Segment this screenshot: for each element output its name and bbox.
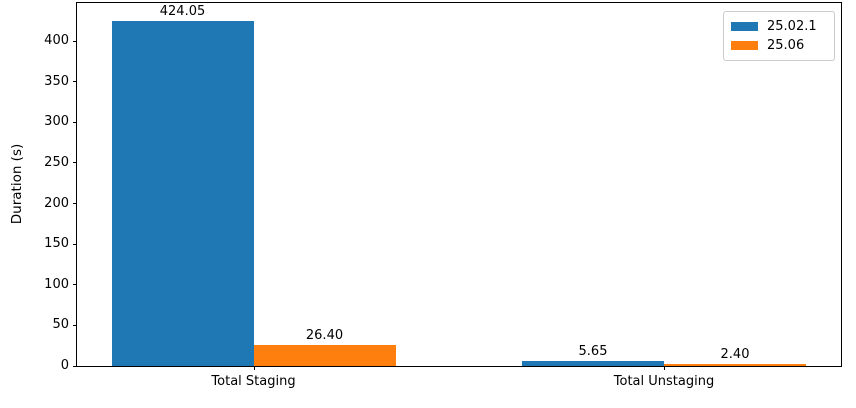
- y-tick-label: 100: [44, 276, 69, 292]
- legend-label: 25.06: [767, 37, 805, 53]
- bar-25.06-total-unstaging: [664, 364, 806, 366]
- bar-25.02.1-total-unstaging: [522, 361, 664, 366]
- y-tick-label: 400: [44, 33, 69, 49]
- y-tick-mark: [73, 121, 77, 123]
- plot-area: 424.05 5.65 26.40 2.40 0 50 100 150 200 250 300 350…: [44, 2, 842, 389]
- bar-value-label: 2.40: [720, 347, 750, 363]
- y-tick-mark: [73, 203, 77, 204]
- y-tick-mark: [73, 40, 77, 42]
- legend-swatch: [731, 22, 758, 31]
- legend-swatch: [731, 41, 758, 50]
- x-tick-mark: [664, 366, 665, 370]
- y-tick-mark: [73, 162, 77, 164]
- x-tick-label: Total Staging: [211, 374, 296, 389]
- legend: 25.02.1 25.06: [723, 11, 835, 61]
- y-tick-mark: [73, 243, 77, 245]
- x-tick-mark: [253, 366, 255, 370]
- y-axis-label: Duration (s): [9, 143, 25, 225]
- legend-item: 25.02.1: [731, 17, 826, 36]
- y-tick-mark: [73, 81, 77, 83]
- legend-item: 25.06: [731, 36, 826, 55]
- y-tick-mark: [73, 284, 77, 286]
- bar-value-label: 5.65: [578, 344, 608, 360]
- y-tick-mark: [73, 324, 77, 326]
- y-tick-label: 300: [44, 114, 69, 130]
- bar-25.02.1-total-staging: [111, 21, 254, 366]
- y-tick-label: 50: [52, 317, 69, 333]
- y-tick-label: 150: [44, 236, 69, 252]
- y-tick-label: 200: [44, 195, 69, 211]
- y-tick-label: 250: [44, 154, 69, 170]
- x-tick-label: Total Unstaging: [613, 374, 715, 389]
- bar-25.06-total-staging: [253, 344, 396, 366]
- bar-value-label: 424.05: [159, 4, 206, 20]
- y-tick-mark: [73, 365, 77, 367]
- y-tick-label: 350: [44, 73, 69, 89]
- legend-label: 25.02.1: [767, 18, 817, 34]
- y-tick-label: 0: [60, 358, 69, 373]
- bar-value-label: 26.40: [305, 327, 344, 343]
